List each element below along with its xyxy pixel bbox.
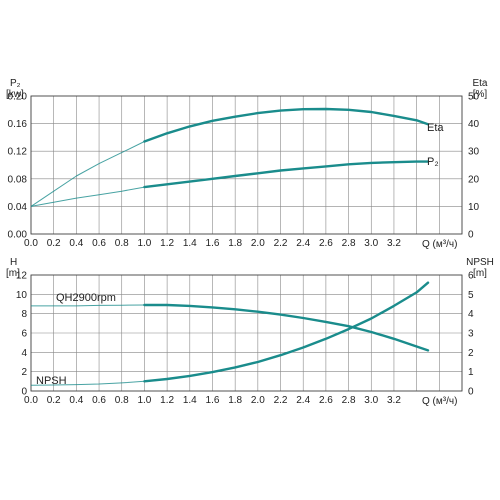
y-left-tick-label: 0.04 [8,202,28,213]
series-line [143,281,430,383]
x-tick-label: 2.2 [274,238,288,249]
x-tick-label: 0.2 [47,238,61,249]
y-right-tick-label: 10 [468,202,480,213]
y-right-tick-label: 2 [468,348,474,359]
x-tick-label: 1.8 [228,395,242,406]
x-tick-label: 0.0 [24,238,38,249]
x-tick-label: 3.2 [387,238,401,249]
y-left-tick-label: 2 [21,367,27,378]
y-right-tick-label: 0 [468,230,474,241]
series-line-extrapolated [30,141,145,207]
x-tick-label: 0.8 [115,238,129,249]
x-tick-label: 3.0 [364,238,378,249]
x-tick-label: 1.4 [183,395,197,406]
x-tick-label: 1.4 [183,238,197,249]
x-tick-label: 2.8 [342,395,356,406]
series-label: P₂ [427,156,439,168]
y-right-tick-label: 50 [468,92,480,103]
series-line-extrapolated [31,304,145,307]
x-tick-label: 0.6 [92,395,106,406]
y-right-axis-unit: [%] [473,89,488,100]
y-right-axis-unit: [m] [473,268,487,279]
y-right-axis-label: NPSH [466,257,494,268]
x-tick-label: 0.8 [115,395,129,406]
x-tick-label: 1.8 [228,238,242,249]
x-tick-label: 1.6 [206,238,220,249]
y-left-axis-unit: [m] [6,268,20,279]
series-line [143,107,430,143]
y-left-tick-label: 0 [21,387,27,398]
y-right-tick-label: 30 [468,147,480,158]
series-line [143,303,430,352]
y-right-tick-label: 20 [468,174,480,185]
y-left-tick-label: 6 [21,329,27,340]
plot-frame [30,95,463,235]
y-left-tick-label: 0.16 [8,119,28,130]
series-label: NPSH [36,375,67,387]
series-line-extrapolated [30,380,145,386]
x-tick-label: 2.6 [319,238,333,249]
y-right-tick-label: 3 [468,329,474,340]
y-left-tick-label: 0.08 [8,174,28,185]
x-tick-label: 3.2 [387,395,401,406]
x-tick-label: 1.0 [137,238,151,249]
y-right-tick-label: 5 [468,290,474,301]
y-left-tick-label: 0.12 [8,147,28,158]
y-right-tick-label: 40 [468,119,480,130]
y-right-axis-label: Eta [472,78,487,89]
x-tick-label: 3.0 [364,395,378,406]
x-tick-label: 2.8 [342,238,356,249]
x-tick-label: 0.4 [69,238,83,249]
x-tick-label: 2.2 [274,395,288,406]
x-tick-label: 2.0 [251,395,265,406]
y-left-tick-label: 10 [16,290,28,301]
x-tick-label: 0.4 [69,395,83,406]
x-tick-label: 0.0 [24,395,38,406]
y-right-tick-label: 4 [468,309,474,320]
y-left-tick-label: 12 [16,271,28,282]
y-left-tick-label: 0.20 [8,92,28,103]
x-axis-label: Q (м³/ч) [422,239,457,250]
x-tick-label: 1.0 [137,395,151,406]
x-tick-label: 1.2 [160,395,174,406]
x-tick-label: 1.6 [206,395,220,406]
x-tick-label: 2.6 [319,395,333,406]
x-tick-label: 2.4 [296,395,310,406]
y-right-tick-label: 0 [468,387,474,398]
x-tick-label: 0.6 [92,238,106,249]
y-right-tick-label: 1 [468,367,474,378]
series-line [143,160,430,189]
series-label: Eta [427,122,444,134]
x-tick-label: 2.0 [251,238,265,249]
plot-frame [30,274,463,392]
series-line-extrapolated [30,186,145,207]
y-left-axis-label: H [10,257,17,268]
y-left-axis-label: P₂ [10,78,21,89]
y-left-axis-unit: [kw] [6,89,24,100]
y-right-tick-label: 6 [468,271,474,282]
series-label: QH2900rpm [56,292,116,304]
x-tick-label: 0.2 [47,395,61,406]
y-left-tick-label: 8 [21,309,27,320]
x-axis-label: Q (м³/ч) [422,396,457,407]
x-tick-label: 2.4 [296,238,310,249]
power-efficiency-chart: 0.00 0.04 0.08 0.12 0.16 0.20 0 10 20 30 40 50 0.0 0.… [6,78,488,250]
y-left-tick-label: 4 [21,348,27,359]
x-tick-label: 1.2 [160,238,174,249]
y-left-tick-label: 0.00 [8,230,28,241]
